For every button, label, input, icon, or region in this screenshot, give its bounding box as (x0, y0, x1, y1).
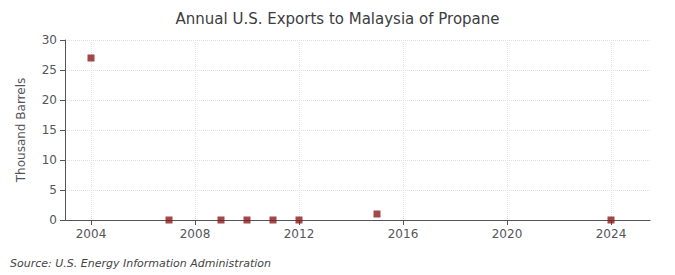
svg-text:15: 15 (42, 123, 57, 137)
svg-text:5: 5 (49, 183, 57, 197)
svg-text:2020: 2020 (492, 227, 523, 241)
svg-text:2012: 2012 (284, 227, 315, 241)
svg-text:10: 10 (42, 153, 57, 167)
svg-text:2024: 2024 (596, 227, 627, 241)
svg-text:2008: 2008 (180, 227, 211, 241)
svg-text:0: 0 (49, 213, 57, 227)
svg-text:25: 25 (42, 63, 57, 77)
svg-text:2016: 2016 (388, 227, 419, 241)
svg-text:Thousand Barrels: Thousand Barrels (14, 78, 28, 183)
svg-text:Source: U.S. Energy Informatio: Source: U.S. Energy Information Administ… (10, 257, 271, 270)
svg-text:Annual U.S. Exports to Malaysi: Annual U.S. Exports to Malaysia of Propa… (175, 10, 499, 28)
svg-text:30: 30 (42, 33, 57, 47)
svg-text:2004: 2004 (76, 227, 107, 241)
svg-text:20: 20 (42, 93, 57, 107)
